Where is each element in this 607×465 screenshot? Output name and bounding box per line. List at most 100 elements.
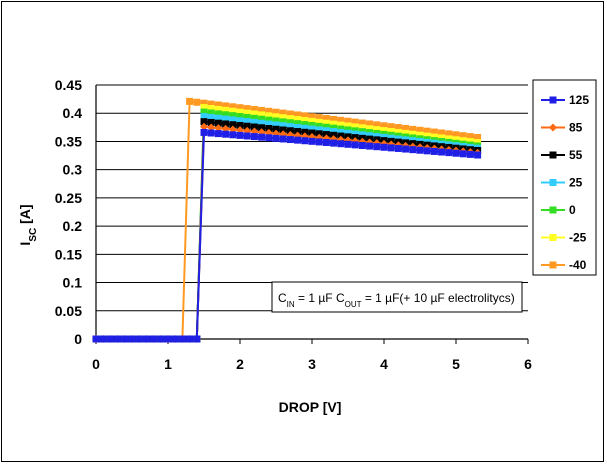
- data-point: [236, 117, 244, 125]
- data-point: [207, 123, 216, 132]
- data-point: [308, 125, 316, 133]
- data-point: [322, 123, 330, 131]
- data-point: [279, 126, 287, 134]
- data-point: [121, 335, 129, 343]
- legend-item-125: 125: [541, 93, 589, 107]
- data-point: [294, 123, 302, 131]
- data-point: [279, 109, 287, 117]
- data-point: [416, 131, 424, 139]
- data-point: [272, 121, 280, 129]
- data-point: [236, 104, 244, 112]
- y-axis-title: ISC [A]: [17, 204, 39, 245]
- data-point: [272, 113, 280, 121]
- legend-label: -40: [569, 258, 587, 272]
- data-point: [430, 128, 438, 136]
- x-axis-title: DROP [V]: [279, 399, 342, 415]
- data-point: [430, 133, 438, 141]
- series-125: [92, 128, 482, 343]
- data-point: [402, 129, 410, 137]
- data-point: [258, 111, 266, 119]
- legend-item-0: 0: [541, 203, 576, 217]
- data-point: [438, 134, 446, 142]
- data-point: [380, 127, 388, 135]
- data-point: [402, 124, 410, 132]
- data-point: [301, 128, 309, 136]
- legend-marker: [549, 151, 557, 159]
- data-point: [402, 145, 410, 153]
- data-point: [178, 335, 186, 343]
- data-point: [394, 124, 402, 132]
- y-tick-label: 0.4: [63, 105, 83, 121]
- data-point: [330, 128, 338, 136]
- data-point: [135, 335, 143, 343]
- data-point: [438, 148, 446, 156]
- data-point: [222, 115, 230, 123]
- data-point: [301, 116, 309, 124]
- legend-label: 125: [569, 93, 589, 107]
- data-point: [358, 124, 366, 132]
- data-point: [380, 122, 388, 130]
- data-point: [452, 131, 460, 139]
- legend-label: 85: [569, 121, 583, 135]
- x-tick-label: 4: [380, 356, 388, 372]
- data-point: [373, 126, 381, 134]
- x-tick-label: 5: [452, 356, 460, 372]
- data-point: [366, 120, 374, 128]
- y-tick-label: 0.25: [55, 190, 82, 206]
- data-point: [229, 107, 237, 115]
- data-point: [186, 97, 194, 105]
- data-point: [186, 335, 194, 343]
- data-point: [286, 123, 294, 131]
- data-point: [301, 121, 309, 129]
- data-point: [387, 123, 395, 131]
- data-point: [236, 121, 244, 129]
- x-tick-label: 0: [92, 356, 100, 372]
- data-point: [286, 110, 294, 118]
- annotation-c-in: C: [278, 291, 287, 305]
- data-point: [279, 114, 287, 122]
- data-point: [214, 101, 222, 109]
- data-point: [200, 99, 208, 107]
- data-point: [358, 119, 366, 127]
- data-point: [200, 118, 208, 126]
- data-point: [214, 110, 222, 118]
- x-tick-label: 1: [164, 356, 172, 372]
- annotation-c-in-value: = 1 µF: [295, 291, 336, 305]
- data-point: [351, 130, 359, 138]
- data-point: [373, 121, 381, 129]
- data-point: [301, 124, 309, 132]
- legend-item-85: 85: [541, 121, 583, 135]
- data-point: [258, 124, 266, 132]
- data-point: [387, 128, 395, 136]
- data-point: [214, 105, 222, 113]
- legend-marker: [549, 234, 557, 241]
- data-point: [157, 335, 165, 343]
- y-tick-label: 0.15: [55, 246, 82, 262]
- data-point: [330, 139, 338, 147]
- data-point: [286, 127, 294, 135]
- data-point: [344, 140, 352, 148]
- data-point: [193, 98, 201, 106]
- data-point: [207, 104, 215, 112]
- data-point: [373, 143, 381, 151]
- data-point: [164, 335, 172, 343]
- data-point: [106, 335, 114, 343]
- data-point: [214, 119, 222, 127]
- data-point: [279, 122, 287, 130]
- data-point: [445, 130, 453, 138]
- data-point: [236, 131, 244, 139]
- data-point: [207, 113, 215, 121]
- data-point: [286, 136, 294, 144]
- data-point: [229, 112, 237, 120]
- data-point: [351, 141, 359, 149]
- data-point: [265, 112, 273, 120]
- data-point: [214, 114, 222, 122]
- legend-item--40: -40: [541, 258, 587, 272]
- data-point: [250, 105, 258, 113]
- x-tick-label: 6: [524, 356, 532, 372]
- data-point: [337, 116, 345, 124]
- x-tick-label: 2: [236, 356, 244, 372]
- annotation-c-in-sub: IN: [287, 300, 295, 309]
- legend-marker: [549, 206, 557, 214]
